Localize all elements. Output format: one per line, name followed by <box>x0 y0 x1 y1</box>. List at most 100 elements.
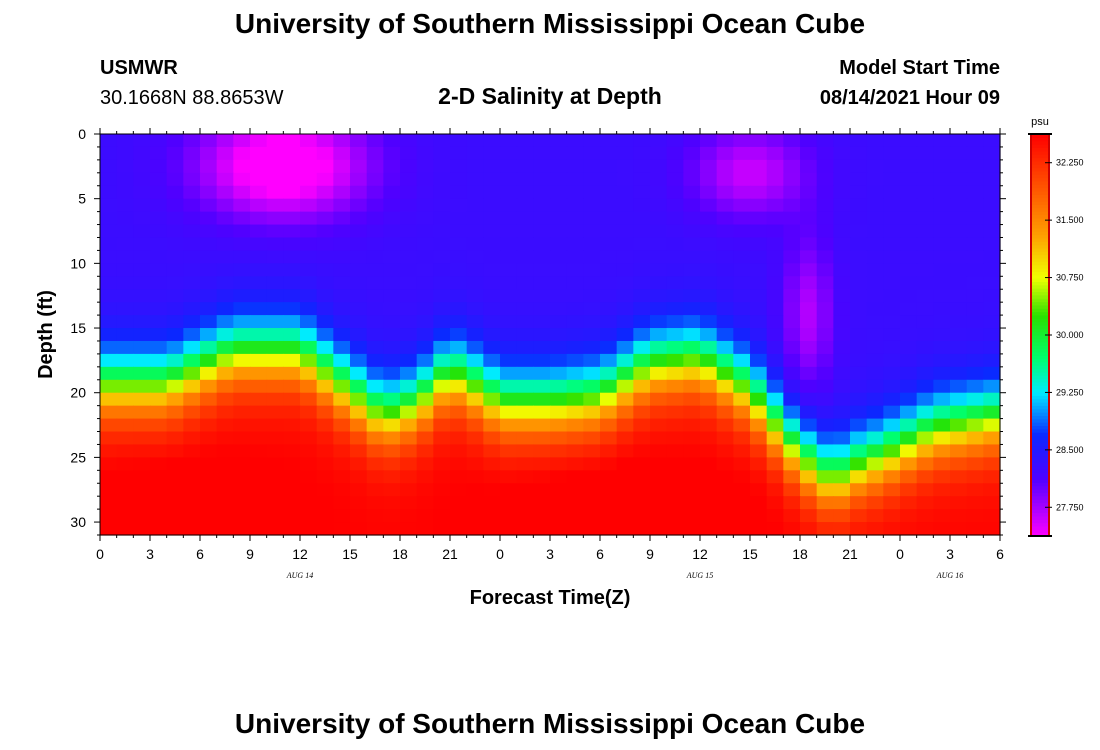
heatmap-cell <box>183 224 201 239</box>
heatmap-cell <box>883 159 901 174</box>
heatmap-cell <box>333 211 351 226</box>
heatmap-cell <box>116 353 134 368</box>
heatmap-cell <box>466 509 484 523</box>
heatmap-cell <box>866 496 884 510</box>
heatmap-cell <box>916 496 934 510</box>
heatmap-cell <box>966 159 984 174</box>
heatmap-cell <box>883 263 901 277</box>
heatmap-cell <box>716 353 734 368</box>
heatmap-cell <box>933 379 951 394</box>
heatmap-cell <box>250 509 268 523</box>
heatmap-cell <box>300 146 318 161</box>
heatmap-cell <box>316 392 334 407</box>
colorbar-tick-label: 28.500 <box>1056 445 1084 455</box>
heatmap-cell <box>650 457 668 471</box>
colorbar-segment <box>1031 361 1049 366</box>
heatmap-cell <box>400 522 418 536</box>
heatmap-cell <box>850 172 868 187</box>
heatmap-cell <box>450 328 468 342</box>
heatmap-cell <box>433 172 451 187</box>
heatmap-cell <box>716 392 734 407</box>
heatmap-cell <box>250 315 268 329</box>
heatmap-cell <box>150 509 168 523</box>
heatmap-cell <box>516 211 534 226</box>
heatmap-cell <box>183 134 201 148</box>
heatmap-cell <box>300 289 318 303</box>
heatmap-cell <box>133 198 151 213</box>
heatmap-cell <box>533 315 551 329</box>
heatmap-cell <box>950 198 968 213</box>
heatmap-cell <box>983 379 1001 394</box>
heatmap-cell <box>283 276 301 290</box>
heatmap-cell <box>883 134 901 148</box>
heatmap-cell <box>550 134 568 148</box>
heatmap-cell <box>266 379 284 394</box>
heatmap-cell <box>300 237 318 252</box>
heatmap-cell <box>550 496 568 510</box>
heatmap-cell <box>616 444 634 458</box>
heatmap-cell <box>933 353 951 368</box>
heatmap-cell <box>133 405 151 420</box>
heatmap-cell <box>650 185 668 200</box>
heatmap-cell <box>833 237 851 252</box>
heatmap-cell <box>316 315 334 329</box>
heatmap-cell <box>366 405 384 420</box>
heatmap-cell <box>316 211 334 226</box>
heatmap-cell <box>800 509 818 523</box>
heatmap-cell <box>450 522 468 536</box>
heatmap-cell <box>333 134 351 148</box>
heatmap-cell <box>700 405 718 420</box>
heatmap-cell <box>266 328 284 342</box>
heatmap-cell <box>350 470 368 484</box>
heatmap-cell <box>816 328 834 342</box>
heatmap-cell <box>933 302 951 316</box>
x-tick-label: 9 <box>246 546 254 562</box>
heatmap-cell <box>316 418 334 433</box>
heatmap-cell <box>733 198 751 213</box>
heatmap-cell <box>250 276 268 290</box>
heatmap-cell <box>400 237 418 252</box>
heatmap-cell <box>500 146 518 161</box>
heatmap-cell <box>716 522 734 536</box>
heatmap-cell <box>866 250 884 264</box>
heatmap-cell <box>783 302 801 316</box>
heatmap-cell <box>783 379 801 394</box>
heatmap-cell <box>283 159 301 174</box>
heatmap-cell <box>850 457 868 471</box>
heatmap-cell <box>550 418 568 433</box>
heatmap-cell <box>850 405 868 420</box>
heatmap-cell <box>333 159 351 174</box>
heatmap-cell <box>233 509 251 523</box>
heatmap-cell <box>883 444 901 458</box>
heatmap-cell <box>483 353 501 368</box>
heatmap-cell <box>816 496 834 510</box>
heatmap-cell <box>600 418 618 433</box>
heatmap-cell <box>100 470 118 484</box>
heatmap-cell <box>500 328 518 342</box>
heatmap-cell <box>833 211 851 226</box>
heatmap-cell <box>966 379 984 394</box>
heatmap-cell <box>450 470 468 484</box>
heatmap-cell <box>250 366 268 381</box>
heatmap-cell <box>316 496 334 510</box>
colorbar-segment <box>1031 328 1049 333</box>
heatmap-cell <box>383 379 401 394</box>
heatmap-cell <box>866 302 884 316</box>
colorbar-segment <box>1031 422 1049 427</box>
heatmap-cell <box>683 522 701 536</box>
heatmap-cell <box>900 315 918 329</box>
heatmap-cell <box>966 444 984 458</box>
heatmap-cell <box>816 263 834 277</box>
heatmap-cell <box>883 224 901 239</box>
heatmap-cell <box>700 483 718 497</box>
heatmap-cell <box>900 444 918 458</box>
heatmap-cell <box>733 289 751 303</box>
heatmap-cell <box>950 328 968 342</box>
heatmap-cell <box>800 289 818 303</box>
heatmap-cell <box>283 315 301 329</box>
heatmap-cell <box>933 224 951 239</box>
heatmap-cell <box>633 276 651 290</box>
colorbar-segment <box>1031 274 1049 279</box>
heatmap-cell <box>200 224 218 239</box>
heatmap-cell <box>833 509 851 523</box>
